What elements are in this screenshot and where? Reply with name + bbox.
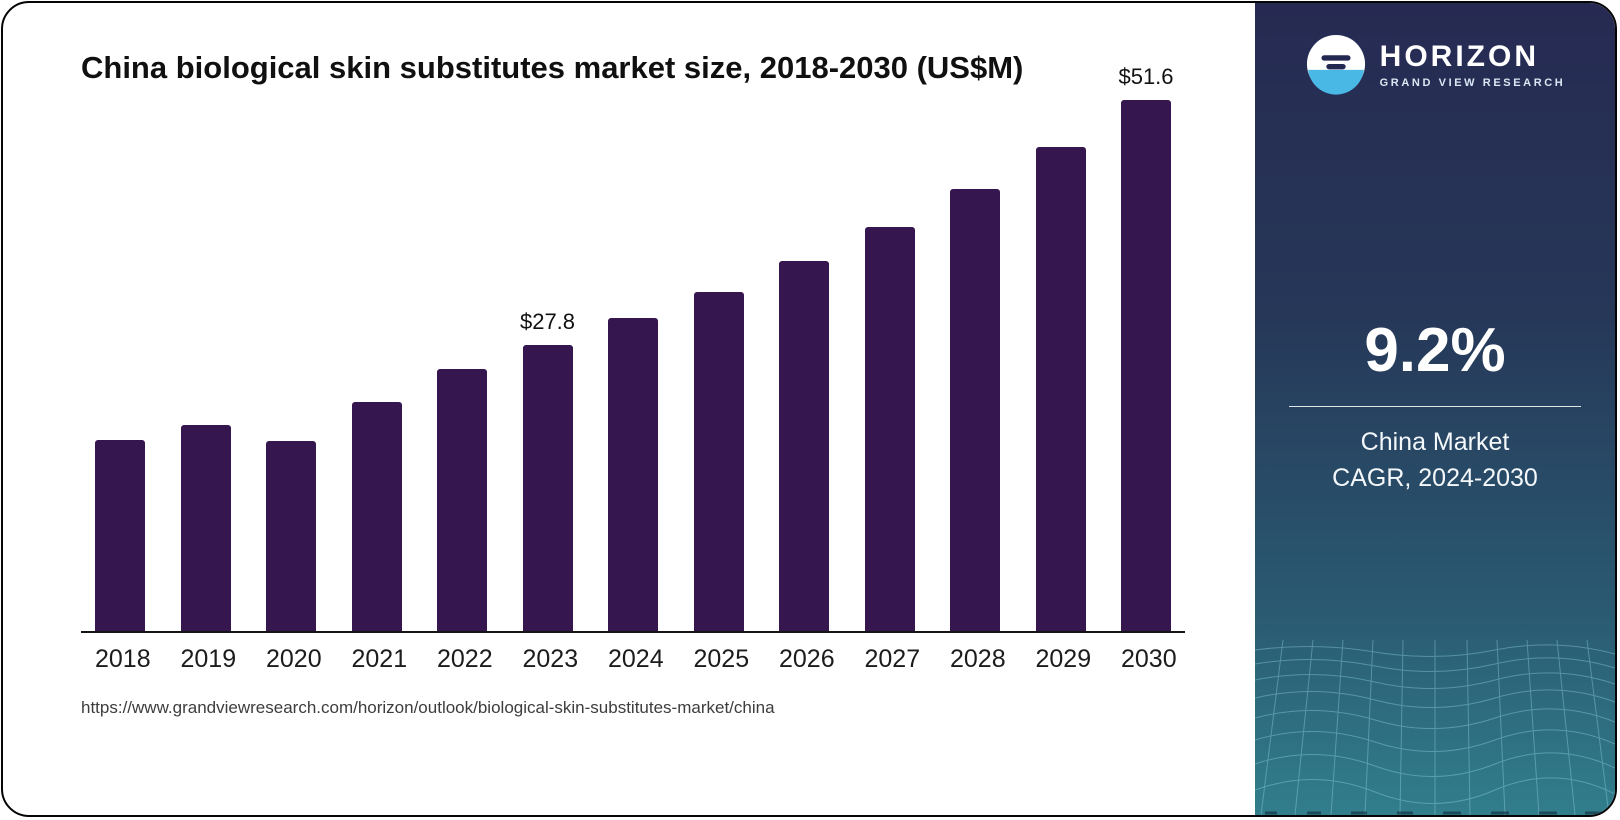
x-axis-label-2030: 2030 <box>1121 644 1177 673</box>
x-axis-label-2025: 2025 <box>693 644 750 673</box>
x-axis-label-2020: 2020 <box>266 644 322 673</box>
x-axis-label-2024: 2024 <box>608 644 664 673</box>
x-axis-label-2022: 2022 <box>437 644 493 673</box>
bar-2028 <box>950 188 1000 631</box>
x-axis-label-2023: 2023 <box>522 644 579 673</box>
bar-2022 <box>437 368 487 631</box>
x-axis-label-2026: 2026 <box>779 644 835 673</box>
bar-2021 <box>351 401 402 631</box>
cagr-value: 9.2% <box>1364 316 1506 385</box>
bar-2019 <box>180 424 231 631</box>
bar-2030 <box>1121 99 1171 631</box>
bar-column-2027 <box>864 93 915 631</box>
bar-value-label-2030: $51.6 <box>1118 63 1174 89</box>
bar-column-2019 <box>180 93 231 631</box>
cagr-label-line2: CAGR, 2024-2030 <box>1332 463 1538 492</box>
bar-2025 <box>693 291 744 631</box>
bar-column-2030: $51.6 <box>1118 64 1174 631</box>
stat-divider <box>1289 406 1581 407</box>
bars: $27.8 $51.6 <box>81 64 1185 633</box>
wireframe-mesh-graphic <box>1255 640 1615 815</box>
bar-column-2021 <box>351 93 402 631</box>
x-axis-label-2028: 2028 <box>950 644 1006 673</box>
bar-column-2022 <box>437 93 487 631</box>
horizon-logo-icon <box>1306 34 1365 95</box>
bar-2020 <box>266 440 316 631</box>
bar-column-2020 <box>266 93 316 631</box>
bar-column-2024 <box>608 93 658 631</box>
bar-value-label-2023: $27.8 <box>519 308 576 334</box>
logo-name: HORIZON <box>1379 39 1539 73</box>
bar-column-2025 <box>693 93 744 631</box>
chart-panel: China biological skin substitutes market… <box>3 3 1255 815</box>
bar-column-2028 <box>950 93 1000 631</box>
cagr-label-line1: China Market <box>1360 428 1510 456</box>
bar-column-2029 <box>1035 93 1086 631</box>
logo-subtext: GRAND VIEW RESEARCH <box>1379 76 1566 89</box>
bar-2027 <box>864 226 915 631</box>
horizon-logo-text: HORIZON GRAND VIEW RESEARCH <box>1380 40 1566 89</box>
cagr-stat-block: 9.2% China Market CAGR, 2024-2030 <box>1255 320 1615 496</box>
bar-2024 <box>608 317 658 631</box>
bar-2018 <box>95 439 145 631</box>
x-axis-label-2018: 2018 <box>95 644 151 673</box>
source-url-link[interactable]: https://www.grandviewresearch.com/horizo… <box>81 697 775 717</box>
x-axis-label-2021: 2021 <box>351 644 408 673</box>
x-axis-label-2029: 2029 <box>1035 644 1092 673</box>
bar-column-2026 <box>779 93 829 631</box>
horizon-logo: HORIZON GRAND VIEW RESEARCH <box>1305 33 1566 95</box>
bar-chart: $27.8 $51.6 2018 2019 2020 2021 2022 2023 2024 2… <box>81 64 1185 674</box>
brand-side-panel: HORIZON GRAND VIEW RESEARCH 9.2% China M… <box>1255 3 1615 815</box>
bar-2026 <box>779 260 829 631</box>
bar-2023 <box>522 344 573 631</box>
x-axis: 2018 2019 2020 2021 2022 2023 2024 2025 2026 2027… <box>81 645 1185 674</box>
bar-column-2018 <box>95 93 145 631</box>
x-axis-label-2019: 2019 <box>180 644 237 673</box>
bar-column-2023: $27.8 <box>519 93 576 631</box>
chart-title: China biological skin substitutes market… <box>81 50 1024 85</box>
x-axis-label-2027: 2027 <box>864 644 921 673</box>
bar-2029 <box>1035 146 1086 631</box>
